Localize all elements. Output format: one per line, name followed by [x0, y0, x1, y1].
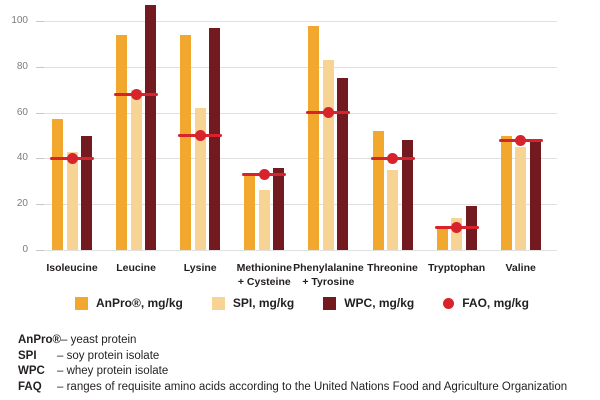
x-axis-label-phenylalanine-tyrosine: + Tyrosine [302, 276, 355, 288]
bar-spi-phenylalanine-tyrosine [322, 59, 334, 250]
y-tick-0 [36, 250, 44, 251]
fao-marker-tryptophan [451, 221, 463, 233]
fao-marker-isoleucine [66, 152, 78, 164]
y-tick-60 [36, 112, 44, 114]
gridline-60 [38, 112, 557, 114]
y-tick-label-100: 100 [11, 15, 28, 26]
bar-wpc-valine [529, 140, 541, 250]
footnote-term: SPI [18, 349, 37, 362]
footnote-anpro: AnPro® – yeast protein [18, 333, 567, 349]
fao-marker-leucine [130, 88, 142, 100]
x-axis-label-methionine-cysteine: + Cysteine [237, 276, 291, 288]
fao-marker-threonine [387, 152, 398, 164]
footnote-spi: SPI – soy protein isolate [18, 349, 567, 365]
y-tick-label-20: 20 [16, 198, 28, 210]
chart-legend: AnPro®, mg/kg SPI, mg/kg WPC, mg/kg FAO, mg… [75, 296, 529, 310]
legend-item-anpro: AnPro®, mg/kg [75, 296, 183, 310]
legend-label: WPC, mg/kg [344, 296, 415, 310]
x-axis-label-lysine: Lysine [183, 262, 217, 274]
bar-anpro-isoleucine [52, 119, 63, 250]
y-tick-100 [36, 21, 44, 22]
bar-spi-leucine [130, 89, 142, 250]
legend-label: AnPro®, mg/kg [96, 296, 183, 310]
legend-item-spi: SPI, mg/kg [211, 296, 295, 310]
footnote-term: WPC [18, 365, 45, 377]
legend-square-swatch [211, 296, 225, 310]
bar-spi-lysine [194, 108, 206, 250]
y-tick-label-60: 60 [16, 106, 28, 118]
bar-anpro-lysine [180, 34, 192, 250]
gridline-0 [38, 250, 557, 251]
footnote-term: AnPro® [18, 334, 61, 346]
footnote-term: FAQ [18, 380, 42, 393]
legend-circle-swatch [443, 297, 455, 309]
bar-spi-methionine-cysteine [258, 190, 270, 250]
legend-item-wpc: WPC, mg/kg [323, 296, 414, 310]
bar-anpro-leucine [116, 34, 128, 250]
legend-label: FAO, mg/kg [462, 296, 529, 310]
gridline-40 [38, 158, 557, 160]
y-tick-label-0: 0 [22, 244, 28, 255]
footnote-definition: – whey protein isolate [57, 365, 169, 377]
y-tick-label-40: 40 [16, 152, 28, 164]
bar-wpc-phenylalanine-tyrosine [337, 78, 349, 250]
bar-wpc-methionine-cysteine [273, 167, 285, 250]
y-tick-40 [36, 158, 44, 160]
bar-anpro-tryptophan [436, 229, 448, 250]
bar-wpc-leucine [145, 4, 157, 250]
legend-square-swatch [75, 296, 88, 310]
bar-anpro-methionine-cysteine [244, 174, 256, 250]
bar-spi-valine [515, 146, 527, 250]
y-tick-20 [36, 204, 44, 206]
bar-anpro-phenylalanine-tyrosine [308, 25, 320, 250]
legend-label: SPI, mg/kg [232, 296, 295, 310]
footnote-definition: – ranges of requisite amino acids accord… [57, 380, 568, 393]
gridline-20 [38, 204, 557, 206]
y-tick-80 [36, 66, 44, 68]
gridline-80 [38, 66, 557, 68]
x-axis-label-leucine: Leucine [116, 262, 156, 274]
fao-marker-phenylalanine-tyrosine [322, 107, 334, 119]
gridline-100 [38, 21, 557, 22]
x-axis-label-methionine-cysteine: Methionine [236, 262, 292, 274]
footnote-definition: – soy protein isolate [57, 349, 160, 362]
fao-marker-methionine-cysteine [258, 168, 270, 180]
footnote-wpc: WPC – whey protein isolate [18, 364, 567, 380]
footnote-definition: – yeast protein [60, 334, 137, 346]
bar-spi-tryptophan [451, 217, 463, 250]
bar-wpc-lysine [209, 27, 221, 250]
x-axis-label-tryptophan: Tryptophan [428, 262, 486, 274]
bar-wpc-isoleucine [81, 135, 92, 250]
x-axis-label-phenylalanine-tyrosine: Phenylalanine [293, 262, 364, 274]
x-axis-label-isoleucine: Isoleucine [46, 262, 98, 274]
bar-wpc-threonine [401, 140, 413, 250]
bar-spi-threonine [387, 169, 398, 250]
fao-marker-valine [515, 134, 527, 146]
legend-square-swatch [323, 296, 337, 310]
x-axis-label-threonine: Threonine [367, 262, 418, 274]
bar-anpro-threonine [372, 130, 384, 250]
y-tick-label-80: 80 [16, 60, 28, 72]
bar-anpro-valine [500, 135, 512, 250]
bar-spi-isoleucine [66, 151, 78, 250]
legend-item-fao: FAO, mg/kg [443, 296, 529, 310]
footnotes: AnPro® – yeast protein SPI – soy protein is… [18, 333, 567, 395]
footnote-faq: FAQ – ranges of requisite amino acids acc… [18, 380, 567, 396]
fao-marker-lysine [194, 130, 206, 141]
x-axis-label-valine: Valine [505, 262, 536, 274]
